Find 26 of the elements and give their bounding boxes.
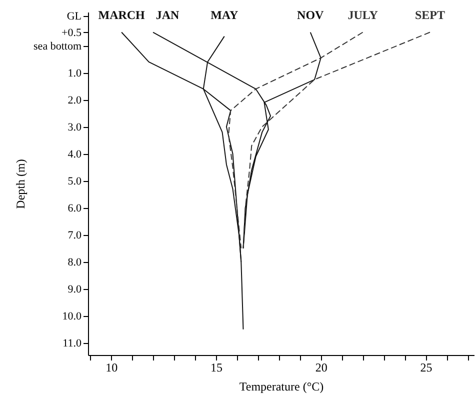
y-tick-label: 3.0 (68, 121, 82, 134)
series-label: MAY (210, 8, 238, 22)
x-tick-label: 10 (106, 360, 118, 374)
y-tick-label: 9.0 (68, 283, 82, 296)
y-tick-label: sea bottom (34, 40, 82, 52)
series-label: JAN (156, 8, 180, 22)
y-tick-label: 6.0 (68, 202, 82, 214)
series-label: JULY (348, 8, 378, 22)
x-tick-label: 25 (420, 360, 432, 374)
y-tick-label: 5.0 (68, 175, 82, 188)
y-tick-label: 1.0 (68, 67, 82, 80)
y-tick-label: 2.0 (68, 94, 82, 106)
y-tick-label: 4.0 (68, 148, 82, 160)
y-tick-label: +0.5 (62, 26, 82, 39)
y-axis-title: Depth (m) (14, 159, 28, 209)
y-tick-label: 10.0 (62, 310, 82, 322)
series-label: NOV (297, 8, 324, 22)
x-tick-label: 20 (315, 360, 328, 374)
y-tick-label: GL (66, 10, 82, 23)
y-tick-label: 8.0 (68, 256, 82, 268)
y-tick-label: 7.0 (68, 229, 82, 242)
x-tick-label: 15 (210, 360, 222, 374)
x-axis-title: Temperature (°C) (239, 380, 324, 394)
series-label: SEPT (414, 8, 445, 22)
series-label: MARCH (98, 8, 146, 22)
y-tick-label: 11.0 (62, 337, 82, 350)
